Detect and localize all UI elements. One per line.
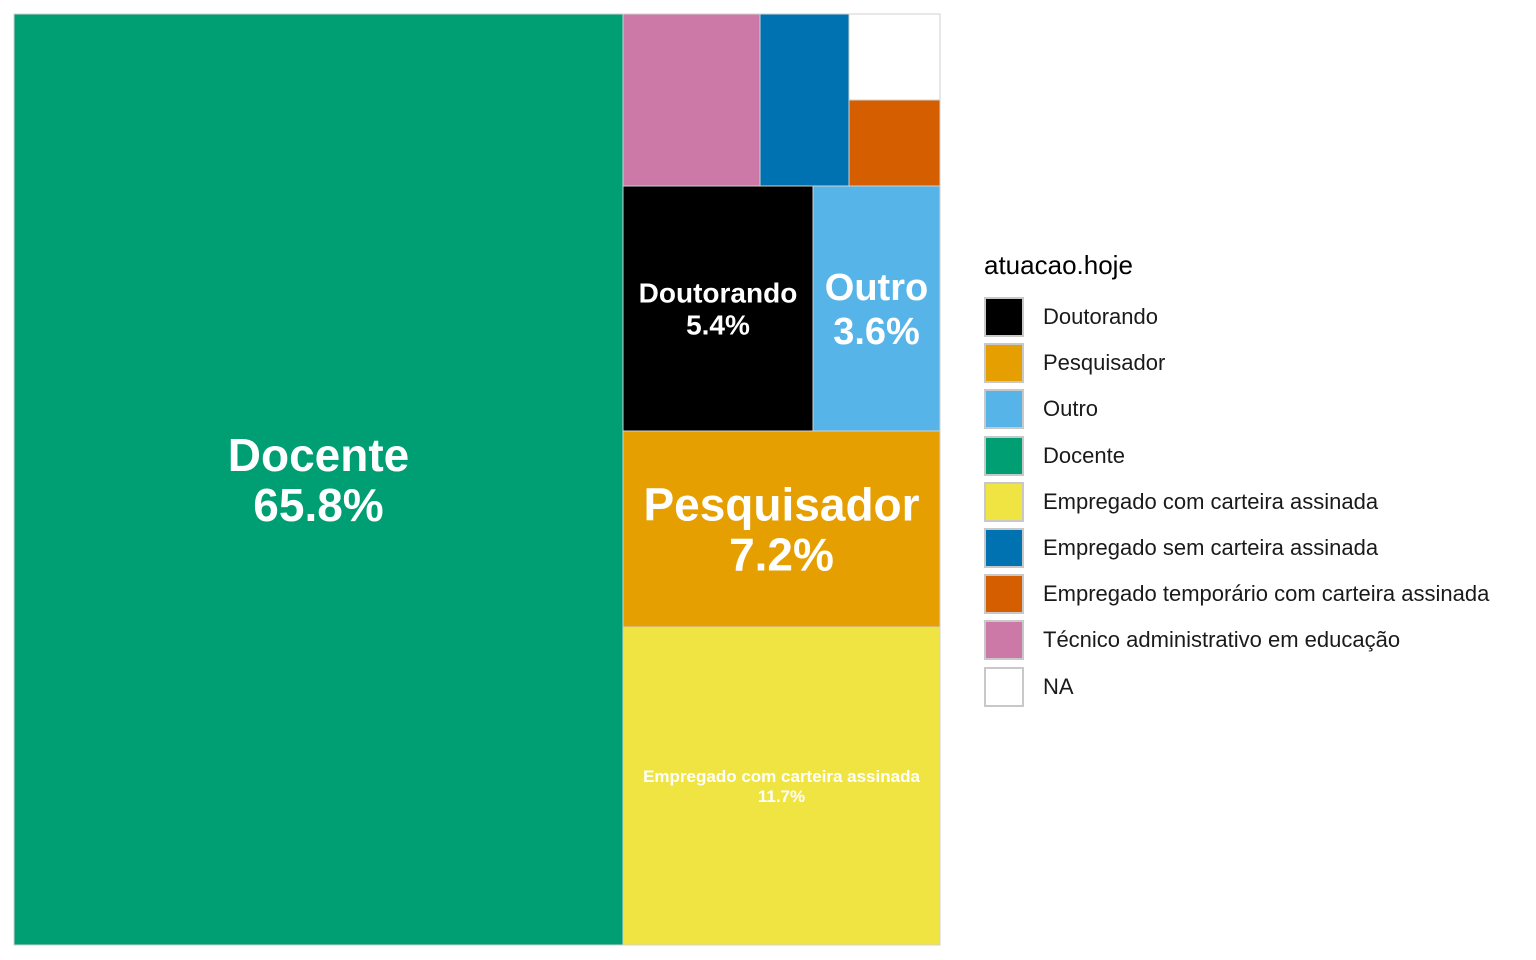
legend-key-pesquisador <box>984 343 1024 384</box>
legend-item-empregado-sem-carteira: Empregado sem carteira assinada <box>984 525 1489 571</box>
legend-key-tecnico-administrativo <box>984 620 1024 661</box>
treemap-label-pct-pesquisador: 7.2% <box>729 529 834 581</box>
legend-item-doutorando: Doutorando <box>984 294 1489 340</box>
legend-key-empregado-com-carteira <box>984 481 1024 522</box>
legend-key-empregado-temporario <box>984 574 1024 615</box>
legend-key-docente <box>984 435 1024 476</box>
legend-item-empregado-temporario: Empregado temporário com carteira assina… <box>984 571 1489 617</box>
treemap-label-name-outro: Outro <box>825 267 928 309</box>
treemap-label-name-pesquisador: Pesquisador <box>643 479 919 531</box>
treemap-label-name-docente: Docente <box>228 429 409 481</box>
treemap-tile-tecnico-administrativo-em-educacao <box>622 13 761 187</box>
legend: atuacao.hoje Doutorando Pesquisador Outr… <box>984 250 1489 710</box>
treemap-tile-empregado-temporario-com-carteira-assinada <box>848 99 941 187</box>
legend-label-tecnico-administrativo: Técnico administrativo em educação <box>1043 627 1401 653</box>
legend-label-doutorando: Doutorando <box>1043 304 1158 330</box>
legend-item-outro: Outro <box>984 386 1489 432</box>
legend-label-outro: Outro <box>1043 396 1099 422</box>
legend-key-na <box>984 666 1024 707</box>
treemap-tile-empregado-com-carteira-assinada <box>622 626 941 946</box>
legend-label-docente: Docente <box>1043 442 1125 468</box>
treemap-tile-outro <box>812 185 941 432</box>
legend-item-tecnico-administrativo: Técnico administrativo em educação <box>984 617 1489 663</box>
treemap-tile-pesquisador <box>622 430 941 628</box>
legend-label-empregado-temporario: Empregado temporário com carteira assina… <box>1043 581 1490 607</box>
legend-label-empregado-com-carteira: Empregado com carteira assinada <box>1043 488 1379 514</box>
legend-label-empregado-sem-carteira: Empregado sem carteira assinada <box>1043 535 1379 561</box>
legend-title: atuacao.hoje <box>984 250 1133 280</box>
treemap-label-name-doutorando: Doutorando <box>639 278 798 309</box>
legend-item-docente: Docente <box>984 433 1489 479</box>
treemap-label-pct-empregado-com-carteira-assinada: 11.7% <box>758 787 805 806</box>
legend-key-empregado-sem-carteira <box>984 528 1024 569</box>
treemap-tile-empregado-sem-carteira-assinada <box>759 13 850 187</box>
treemap-label-pct-docente: 65.8% <box>253 479 383 531</box>
treemap-label-pct-doutorando: 5.4% <box>686 310 750 341</box>
legend-item-na: NA <box>984 664 1489 710</box>
treemap-tile-docente <box>13 13 624 946</box>
legend-item-empregado-com-carteira: Empregado com carteira assinada <box>984 479 1489 525</box>
legend-item-pesquisador: Pesquisador <box>984 340 1489 386</box>
legend-label-pesquisador: Pesquisador <box>1043 350 1166 376</box>
treemap-tiles <box>13 13 941 946</box>
treemap-tile-doutorando <box>622 185 814 432</box>
treemap-label-pct-outro: 3.6% <box>833 311 920 353</box>
legend-key-outro <box>984 389 1024 430</box>
treemap-tile-na <box>848 13 941 101</box>
treemap-label-name-empregado-com-carteira-assinada: Empregado com carteira assinada <box>643 767 920 786</box>
legend-key-doutorando <box>984 297 1024 338</box>
legend-label-na: NA <box>1043 673 1074 699</box>
